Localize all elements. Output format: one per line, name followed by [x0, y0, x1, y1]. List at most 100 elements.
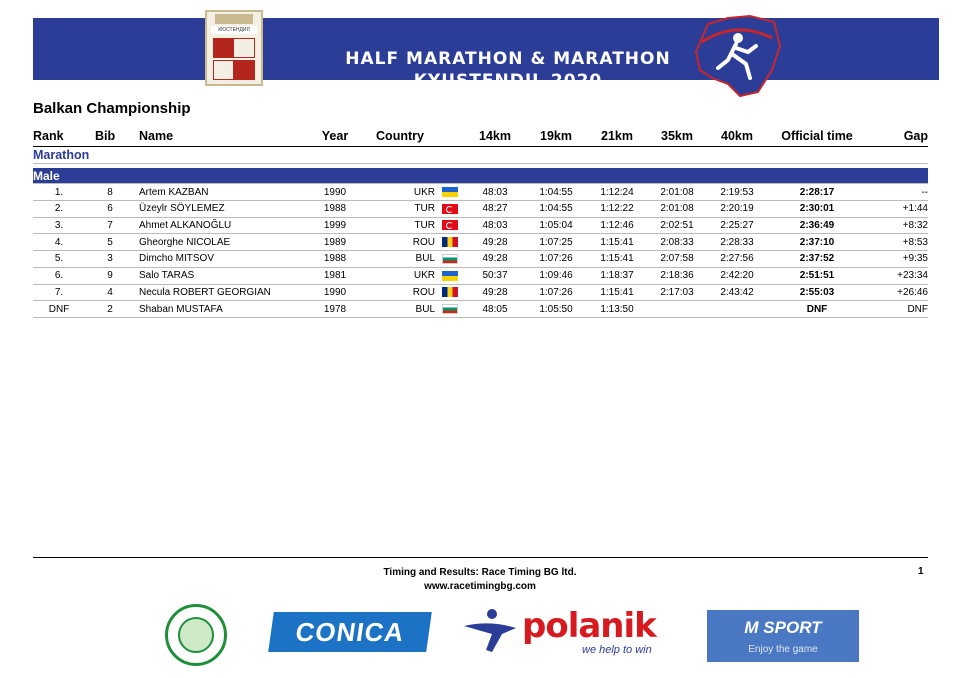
40km-cell: 2:25:27 — [707, 217, 767, 235]
flag-bul-icon — [442, 253, 458, 264]
col-35km-header: 35km — [647, 126, 707, 147]
flag-tur-icon — [442, 220, 458, 231]
gap-cell: +8:32 — [867, 217, 928, 235]
msport-name: M SPORT — [744, 618, 822, 637]
year-cell: 1990 — [305, 183, 365, 202]
official-time-cell: 2:37:52 — [767, 250, 867, 268]
19km-cell: 1:07:25 — [525, 233, 587, 252]
21km-cell: 1:15:41 — [587, 250, 647, 268]
col-official-time-header: Official time — [767, 126, 867, 147]
flag-rou-icon — [442, 237, 458, 248]
year-cell: 1990 — [305, 284, 365, 302]
table-row: 1. 8 Artem KAZBAN 1990 UKR 48:03 1:04:55 1:12:2… — [33, 183, 928, 202]
polanik-runner-icon — [464, 609, 516, 652]
gap-cell: +26:46 — [867, 284, 928, 302]
footer-divider — [33, 557, 928, 558]
14km-cell: 49:28 — [465, 284, 525, 302]
19km-cell: 1:05:50 — [525, 300, 587, 318]
table-header-row: Rank Bib Name Year Country 14km 19km 21k… — [33, 126, 928, 147]
section-row: Marathon — [33, 146, 928, 164]
col-year-header: Year — [305, 126, 365, 147]
country-cell: UKR — [365, 183, 435, 202]
country-cell: TUR — [365, 200, 435, 218]
bib-cell: 7 — [85, 217, 135, 235]
event-title-line2: KYUSTENDIL 2020 — [413, 71, 603, 91]
year-cell: 1989 — [305, 233, 365, 252]
msport-logo: M SPORT Enjoy the game — [707, 610, 859, 662]
21km-cell: 1:12:22 — [587, 200, 647, 218]
name-cell: Ahmet ALKANOĞLU — [135, 217, 305, 235]
40km-cell: 2:19:53 — [707, 183, 767, 202]
official-time-cell: 2:30:01 — [767, 200, 867, 218]
name-cell: Salo TARAS — [135, 267, 305, 285]
table-row: 2. 6 Üzeylr SÖYLEMEZ 1988 TUR 48:27 1:04:55 1:1… — [33, 200, 928, 218]
event-title-line1: HALF MARATHON & MARATHON — [345, 49, 671, 69]
name-cell: Dimcho MITSOV — [135, 250, 305, 268]
rank-cell: 6. — [33, 267, 85, 285]
header-banner: HALF MARATHON & MARATHON KYUSTENDIL 2020 — [33, 18, 939, 91]
col-gap-header: Gap — [867, 126, 928, 147]
balkan-athletics-logo — [165, 604, 227, 666]
rank-cell: 4. — [33, 233, 85, 252]
rank-cell: 7. — [33, 284, 85, 302]
gap-cell: +1:44 — [867, 200, 928, 218]
flag-cell — [435, 284, 465, 302]
official-time-cell: 2:55:03 — [767, 284, 867, 302]
country-cell: UKR — [365, 267, 435, 285]
name-cell: Üzeylr SÖYLEMEZ — [135, 200, 305, 218]
14km-cell: 48:03 — [465, 183, 525, 202]
flag-cell — [435, 233, 465, 252]
table-row: 5. 3 Dimcho MITSOV 1988 BUL 49:28 1:07:26 1:15:… — [33, 250, 928, 268]
country-cell: BUL — [365, 250, 435, 268]
gap-cell: +9:35 — [867, 250, 928, 268]
section-label: Marathon — [33, 146, 928, 164]
col-name-header: Name — [135, 126, 305, 147]
country-cell: ROU — [365, 233, 435, 252]
40km-cell: 2:27:56 — [707, 250, 767, 268]
rank-cell: 1. — [33, 183, 85, 202]
results-table: Rank Bib Name Year Country 14km 19km 21k… — [33, 126, 928, 318]
footer-credits: Timing and Results: Race Timing BG ltd. … — [300, 566, 660, 594]
14km-cell: 48:05 — [465, 300, 525, 318]
flag-cell — [435, 183, 465, 202]
bib-cell: 5 — [85, 233, 135, 252]
flag-tur-icon — [442, 203, 458, 214]
40km-cell — [707, 300, 767, 318]
country-cell: TUR — [365, 217, 435, 235]
year-cell: 1981 — [305, 267, 365, 285]
21km-cell: 1:15:41 — [587, 233, 647, 252]
col-40km-header: 40km — [707, 126, 767, 147]
bib-cell: 6 — [85, 200, 135, 218]
table-row: 4. 5 Gheorghe NICOLAE 1989 ROU 49:28 1:07:25 1:… — [33, 233, 928, 252]
14km-cell: 50:37 — [465, 267, 525, 285]
35km-cell: 2:08:33 — [647, 233, 707, 252]
kyustendil-crest-logo: КЮСТЕНДИЛ — [205, 10, 263, 86]
rank-cell: 5. — [33, 250, 85, 268]
gap-cell: +23:34 — [867, 267, 928, 285]
category-label: Male — [33, 167, 928, 185]
col-14km-header: 14km — [465, 126, 525, 147]
col-21km-header: 21km — [587, 126, 647, 147]
crest-text: КЮСТЕНДИЛ — [211, 26, 257, 34]
footer-website-link[interactable]: www.racetimingbg.com — [424, 581, 536, 592]
35km-cell: 2:07:58 — [647, 250, 707, 268]
table-row: 7. 4 Necula ROBERT GEORGIAN 1990 ROU 49:28 1:0… — [33, 284, 928, 302]
flag-bul-icon — [442, 303, 458, 314]
year-cell: 1999 — [305, 217, 365, 235]
flag-ukr-icon — [442, 270, 458, 281]
official-time-cell: 2:51:51 — [767, 267, 867, 285]
polanik-name: polanik — [522, 606, 657, 646]
gap-cell: -- — [867, 183, 928, 202]
bib-cell: 2 — [85, 300, 135, 318]
rank-cell: 3. — [33, 217, 85, 235]
championship-title: Balkan Championship — [33, 100, 191, 117]
col-bib-header: Bib — [85, 126, 135, 147]
flag-cell — [435, 300, 465, 318]
country-cell: ROU — [365, 284, 435, 302]
polanik-logo: polanik we help to win — [462, 606, 677, 662]
name-cell: Necula ROBERT GEORGIAN — [135, 284, 305, 302]
21km-cell: 1:12:46 — [587, 217, 647, 235]
14km-cell: 49:28 — [465, 233, 525, 252]
country-cell: BUL — [365, 300, 435, 318]
35km-cell: 2:18:36 — [647, 267, 707, 285]
